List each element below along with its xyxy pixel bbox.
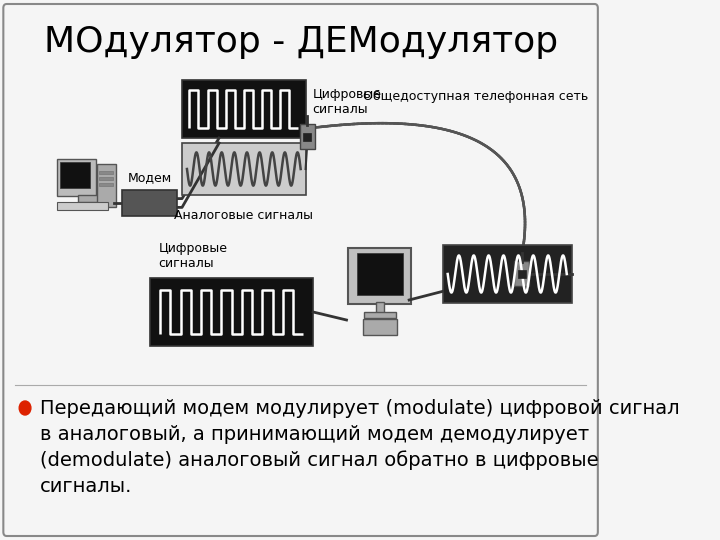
Text: Модем: Модем — [127, 171, 171, 184]
FancyBboxPatch shape — [514, 261, 529, 286]
Circle shape — [19, 401, 31, 415]
FancyBboxPatch shape — [4, 4, 598, 536]
FancyBboxPatch shape — [57, 159, 96, 197]
Bar — [357, 253, 403, 295]
FancyBboxPatch shape — [300, 124, 315, 149]
Bar — [376, 301, 384, 313]
Text: Цифровые
сигналы: Цифровые сигналы — [158, 242, 228, 270]
FancyBboxPatch shape — [122, 190, 177, 216]
Text: в аналоговый, а принимающий модем демодулирует: в аналоговый, а принимающий модем демоду… — [40, 424, 590, 443]
Text: (demodulate) аналоговый сигнал обратно в цифровые: (demodulate) аналоговый сигнал обратно в… — [40, 450, 599, 470]
Bar — [150, 278, 313, 346]
Text: Аналоговые сигналы: Аналоговые сигналы — [174, 209, 313, 222]
Text: Общедоступная телефонная сеть: Общедоступная телефонная сеть — [363, 90, 588, 103]
Text: сигналы.: сигналы. — [40, 476, 132, 496]
FancyBboxPatch shape — [57, 202, 109, 210]
Bar — [99, 171, 113, 174]
Bar — [60, 162, 90, 188]
Bar — [99, 183, 113, 186]
Text: МОдулятор - ДЕМодулятор: МОдулятор - ДЕМодулятор — [43, 25, 558, 59]
Bar — [303, 133, 311, 140]
Bar — [518, 270, 526, 278]
FancyBboxPatch shape — [363, 319, 397, 335]
Bar — [99, 177, 113, 180]
Bar — [182, 80, 305, 138]
Bar — [364, 312, 396, 319]
Bar — [78, 195, 98, 201]
FancyBboxPatch shape — [348, 247, 411, 303]
Bar — [182, 143, 305, 195]
Text: Передающий модем модулирует (modulate) цифровой сигнал: Передающий модем модулирует (modulate) ц… — [40, 399, 680, 417]
Bar — [443, 245, 572, 303]
Text: Цифровые
сигналы: Цифровые сигналы — [312, 88, 382, 116]
FancyBboxPatch shape — [96, 164, 116, 207]
